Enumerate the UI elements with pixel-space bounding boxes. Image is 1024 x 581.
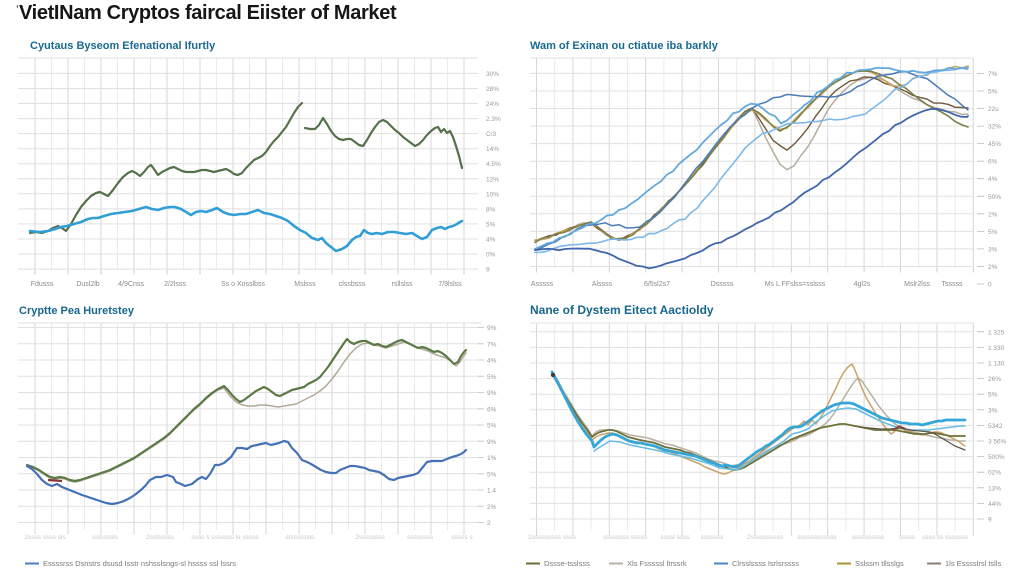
- svg-text:1 130: 1 130: [988, 361, 1005, 368]
- svg-text:500%: 500%: [988, 454, 1005, 461]
- svg-text:12%: 12%: [486, 176, 499, 183]
- svg-text:Nane of Dystem Eitect Aactiold: Nane of Dystem Eitect Aactioldy: [530, 303, 714, 317]
- svg-text:4%: 4%: [486, 236, 496, 243]
- svg-text:Alssss: Alssss: [592, 281, 613, 288]
- svg-text:Sslssm tllsslgs: Sslssm tllsslgs: [855, 559, 904, 568]
- svg-text:Tsssss: Tsssss: [942, 281, 964, 288]
- svg-text:4gl2s: 4gl2s: [854, 281, 871, 288]
- svg-text:ssssssss sssss: ssssssss sssss: [603, 534, 648, 541]
- svg-text:26%: 26%: [988, 376, 1001, 383]
- svg-text:ssssssssssss: ssssssssssss: [798, 534, 838, 541]
- svg-text:4.5%: 4.5%: [486, 161, 501, 168]
- svg-text:13%: 13%: [988, 485, 1001, 492]
- svg-text:rsllslss: rsllslss: [392, 281, 413, 288]
- svg-text:1%: 1%: [487, 455, 497, 462]
- svg-text:7%: 7%: [988, 71, 998, 78]
- svg-text:ssss s sssssss ls sssss: ssss s sssssss ls sssss: [191, 534, 259, 541]
- svg-text:7%: 7%: [487, 341, 497, 348]
- svg-text:Fdusss: Fdusss: [31, 281, 54, 288]
- svg-text:2.3%: 2.3%: [486, 116, 501, 123]
- svg-text:5342: 5342: [988, 423, 1003, 430]
- svg-text:9: 9: [988, 517, 992, 524]
- svg-text:2ssss ssss sls: 2ssss ssss sls: [24, 534, 66, 541]
- svg-text:Mslsss: Mslsss: [294, 281, 316, 288]
- svg-text:Xls Fsssssl ltrssrk: Xls Fsssssl ltrssrk: [627, 559, 687, 568]
- svg-text:44%: 44%: [988, 501, 1001, 508]
- svg-text:2%: 2%: [487, 504, 497, 511]
- svg-text:5%: 5%: [486, 221, 496, 228]
- svg-text:7/9lslss: 7/9lslss: [438, 281, 462, 288]
- svg-text:1 325: 1 325: [988, 329, 1005, 336]
- svg-text:2: 2: [487, 520, 491, 527]
- svg-text:5%: 5%: [487, 374, 497, 381]
- svg-text:Dsssss: Dsssss: [711, 281, 734, 288]
- svg-text:Ms L FFslss=sslsss: Ms L FFslss=sslsss: [765, 281, 826, 288]
- svg-text:sslssssls: sslssssls: [92, 534, 118, 541]
- svg-text:5%: 5%: [988, 392, 998, 399]
- svg-text:Wam of Exinan ou ctiatue iba b: Wam of Exinan ou ctiatue iba barkly: [530, 40, 719, 52]
- svg-text:8%: 8%: [486, 206, 496, 213]
- svg-text:02%: 02%: [988, 470, 1001, 477]
- svg-text:0%: 0%: [486, 252, 496, 259]
- svg-text:2ssssssss: 2ssssssss: [355, 534, 385, 541]
- svg-text:slssssssls: slssssssls: [286, 534, 316, 541]
- svg-text:5%: 5%: [988, 229, 998, 236]
- svg-text:clssbsss: clssbsss: [339, 281, 366, 288]
- svg-text:1ls Esssslrsl tslls: 1ls Esssslrsl tslls: [945, 559, 1002, 568]
- svg-text:9: 9: [486, 267, 490, 274]
- svg-text:sssss: sssss: [899, 534, 916, 541]
- svg-text:ssssssss: ssssssss: [407, 534, 434, 541]
- svg-text:9%: 9%: [487, 390, 497, 397]
- svg-text:ssss ss sssssss: ssss ss sssssss: [922, 534, 969, 541]
- svg-text:Dssse-tsslsss: Dssse-tsslsss: [544, 559, 590, 568]
- svg-text:ssssl ssss: ssssl ssss: [660, 534, 690, 541]
- svg-text:VietINam Cryptos faircal Eiist: VietINam Cryptos faircal Eiister of Mark…: [19, 2, 397, 24]
- svg-text:50%: 50%: [988, 194, 1001, 201]
- svg-text:32%: 32%: [988, 124, 1001, 131]
- svg-text:Essssrss Dsnstrs dsusd Isstr n: Essssrss Dsnstrs dsusd Isstr nshsslsngs-…: [43, 559, 236, 568]
- svg-text:14%: 14%: [486, 146, 499, 153]
- svg-text:Clrsslssss Isrlsrssss: Clrsslssss Isrlsrssss: [732, 559, 799, 568]
- svg-text:2%: 2%: [988, 264, 998, 271]
- svg-text:4%: 4%: [988, 176, 998, 183]
- svg-text:Asssss: Asssss: [531, 281, 554, 288]
- svg-text:10%: 10%: [486, 191, 499, 198]
- svg-text:5%: 5%: [988, 88, 998, 95]
- svg-text:2ssssssssss: 2ssssssssss: [747, 534, 784, 541]
- svg-text:22u: 22u: [988, 106, 999, 113]
- svg-text:sssss s: sssss s: [451, 534, 473, 541]
- svg-text:45%: 45%: [988, 141, 1001, 148]
- svg-text:Cyutaus Byseom Efenational Ifu: Cyutaus Byseom Efenational Ifurtly: [30, 40, 216, 52]
- svg-text:1 330: 1 330: [988, 345, 1005, 352]
- svg-text:30%: 30%: [486, 71, 499, 78]
- svg-text:3%: 3%: [988, 407, 998, 414]
- svg-text:’: ’: [16, 4, 19, 14]
- svg-text:28%: 28%: [486, 86, 499, 93]
- svg-text:2/2lsss: 2/2lsss: [164, 281, 186, 288]
- svg-text:9%: 9%: [487, 439, 497, 446]
- svg-text:6/5sl2s7: 6/5sl2s7: [644, 281, 670, 288]
- svg-text:C/3: C/3: [486, 131, 497, 138]
- svg-text:2sssssssss ssss: 2sssssssss ssss: [528, 534, 576, 541]
- svg-text:3 56%: 3 56%: [988, 439, 1007, 446]
- svg-text:6%: 6%: [988, 159, 998, 166]
- svg-text:2%: 2%: [988, 211, 998, 218]
- svg-text:3%: 3%: [988, 246, 998, 253]
- svg-text:Cryptte Pea Huretstey: Cryptte Pea Huretstey: [19, 305, 135, 317]
- svg-text:5%: 5%: [487, 471, 497, 478]
- svg-text:0: 0: [988, 282, 992, 289]
- svg-text:9%: 9%: [487, 325, 497, 332]
- svg-text:6%: 6%: [487, 406, 497, 413]
- svg-text:ssssssssss: ssssssssss: [852, 534, 885, 541]
- svg-text:Ss o Xosslbss: Ss o Xosslbss: [221, 281, 265, 288]
- svg-text:1.4: 1.4: [487, 488, 496, 495]
- svg-text:sssssss: sssssss: [701, 534, 725, 541]
- svg-text:2sslsssss: 2sslsssss: [146, 534, 175, 541]
- svg-text:Mslr2lss: Mslr2lss: [904, 281, 930, 288]
- svg-text:5%: 5%: [487, 423, 497, 430]
- svg-text:24%: 24%: [486, 101, 499, 108]
- svg-text:4%: 4%: [487, 358, 497, 365]
- svg-text:Dusl2lb: Dusl2lb: [76, 281, 99, 288]
- svg-text:4/9Cnss: 4/9Cnss: [118, 281, 144, 288]
